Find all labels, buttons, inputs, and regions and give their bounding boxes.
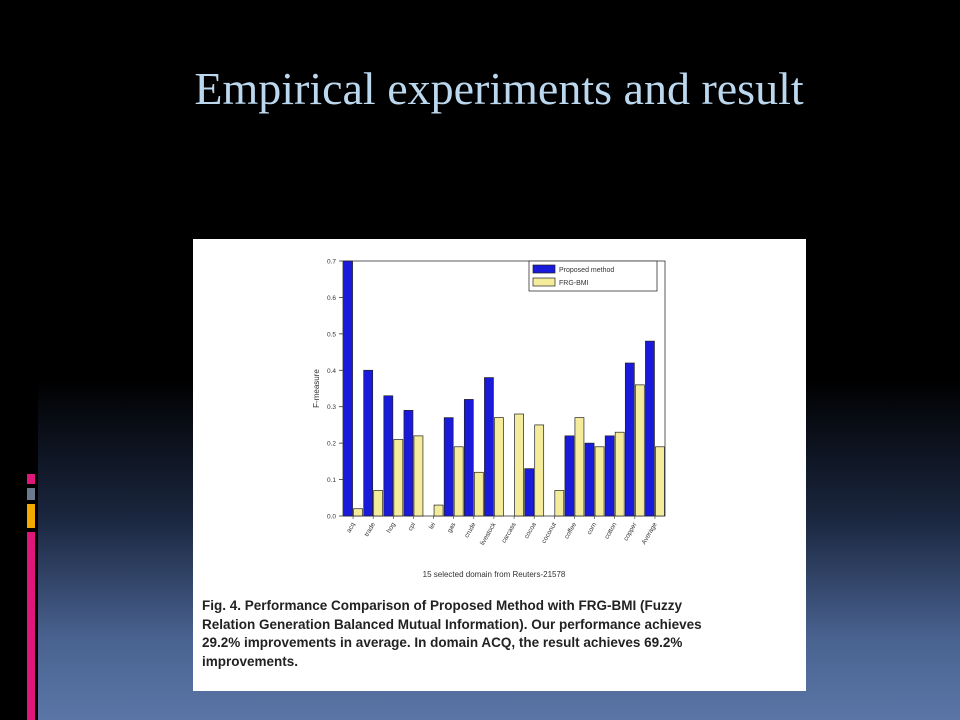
bar-frg-bmi <box>534 424 545 517</box>
bar-frg-bmi <box>514 413 524 517</box>
figure-panel: 0.0 0.1 0.2 0.3 0.4 0.5 0.6 0.7 F-measure acq trad… <box>193 239 806 691</box>
bar-proposed-method <box>604 435 615 517</box>
decor-bar-gray <box>27 488 35 500</box>
y-axis-label: F-measure <box>312 369 321 408</box>
y-tick-label: 0.1 <box>327 477 336 484</box>
x-tick-label: lei <box>428 522 437 531</box>
y-tick-label: 0.0 <box>327 514 336 521</box>
x-tick-label: Average <box>641 521 659 546</box>
y-tick-label: 0.2 <box>327 441 336 448</box>
x-tick-label: cocoa <box>523 521 538 540</box>
bar-chart: 0.0 0.1 0.2 0.3 0.4 0.5 0.6 0.7 F-measure acq trad… <box>312 259 666 579</box>
bar-proposed-method <box>584 442 595 517</box>
bar-frg-bmi <box>453 446 464 517</box>
slide-title: Empirical experiments and result <box>194 63 804 114</box>
y-tick-label: 0.7 <box>327 259 336 266</box>
bar-frg-bmi <box>634 384 645 517</box>
bar-proposed-method <box>443 417 454 517</box>
x-tick-label: coconut <box>541 521 559 544</box>
bar-proposed-method <box>645 340 655 517</box>
bar-frg-bmi <box>413 435 424 517</box>
figure-caption: Fig. 4. Performance Comparison of Propos… <box>202 597 802 671</box>
x-tick-label: hog <box>386 521 398 534</box>
bar-proposed-method <box>484 377 494 517</box>
x-tick-label: trade <box>363 521 377 538</box>
bar-frg-bmi <box>373 490 384 517</box>
bar-frg-bmi <box>594 446 605 517</box>
x-tick-label: corn <box>586 521 599 536</box>
caption-line: improvements. <box>202 653 299 669</box>
bar-proposed-method <box>343 260 353 517</box>
x-tick-label: carcass <box>501 521 519 545</box>
x-tick-label: copper <box>623 521 639 542</box>
decor-bar-pink-top <box>27 474 35 484</box>
bar-proposed-method <box>363 369 374 517</box>
bar-frg-bmi <box>473 471 484 517</box>
bar-proposed-method <box>463 399 474 517</box>
x-tick-label: crude <box>463 521 477 539</box>
caption-line: Fig. 4. Performance Comparison of Propos… <box>202 598 683 613</box>
bar-proposed-method <box>403 410 414 517</box>
y-tick-label: 0.6 <box>327 295 336 302</box>
bar-frg-bmi <box>655 446 665 517</box>
legend-swatch <box>532 264 556 274</box>
x-tick-label: cotton <box>603 521 618 540</box>
x-tick-label: cpi <box>407 522 417 533</box>
bar-proposed-method <box>383 395 394 517</box>
x-axis-label: 15 selected domain from Reuters-21578 <box>423 570 566 579</box>
y-tick-label: 0.4 <box>327 368 336 375</box>
plot-frame <box>342 260 666 517</box>
caption-line: Relation Generation Balanced Mutual Info… <box>202 616 702 632</box>
bar-frg-bmi <box>614 431 625 517</box>
bar-frg-bmi <box>494 417 504 517</box>
bar-proposed-method <box>564 435 575 517</box>
legend-label: Proposed method <box>559 267 614 274</box>
bar-frg-bmi <box>554 490 565 517</box>
bar-frg-bmi <box>393 439 404 517</box>
x-tick-label: acq <box>345 521 356 534</box>
y-tick-label: 0.5 <box>327 331 336 338</box>
x-tick-label: coffee <box>563 521 578 540</box>
caption-line: 29.2% improvements in average. In domain… <box>202 635 683 650</box>
bar-frg-bmi <box>353 508 363 517</box>
bar-frg-bmi <box>433 504 444 517</box>
y-tick-label: 0.3 <box>327 404 336 411</box>
legend-swatch <box>532 277 556 287</box>
legend-label: FRG-BMI <box>559 280 589 287</box>
x-tick-label: gas <box>446 521 458 534</box>
bar-frg-bmi <box>574 417 585 517</box>
bar-proposed-method <box>524 468 535 517</box>
bar-proposed-method <box>624 362 635 517</box>
x-tick-label: livestock <box>479 521 498 547</box>
decor-bar-orange <box>27 504 35 528</box>
decor-bar-pink-long <box>27 532 35 720</box>
